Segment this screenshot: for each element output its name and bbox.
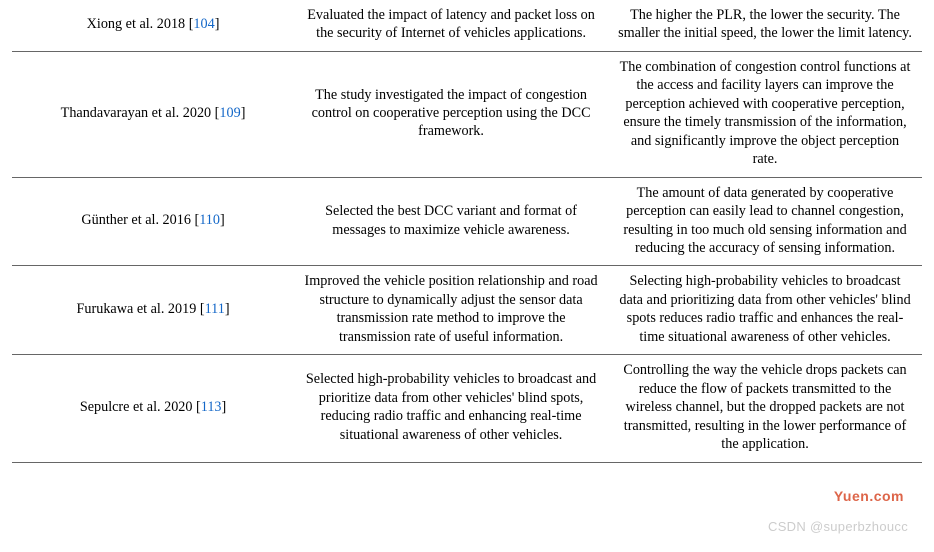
literature-table: Xiong et al. 2018 [104] Evaluated the im… xyxy=(12,0,922,463)
finding-cell: The higher the PLR, the lower the securi… xyxy=(608,0,922,51)
method-cell: Improved the vehicle position relationsh… xyxy=(294,266,608,355)
method-cell: Selected the best DCC variant and format… xyxy=(294,177,608,266)
ref-text: Xiong et al. 2018 [ xyxy=(87,16,194,32)
ref-link[interactable]: 104 xyxy=(193,16,214,32)
ref-text: Thandavarayan et al. 2020 [ xyxy=(61,105,220,121)
ref-suffix: ] xyxy=(222,399,227,415)
ref-link[interactable]: 113 xyxy=(201,399,222,415)
finding-cell: The amount of data generated by cooperat… xyxy=(608,177,922,266)
table-row: Xiong et al. 2018 [104] Evaluated the im… xyxy=(12,0,922,51)
method-cell: Selected high-probability vehicles to br… xyxy=(294,355,608,462)
table-row: Furukawa et al. 2019 [111] Improved the … xyxy=(12,266,922,355)
ref-cell: Sepulcre et al. 2020 [113] xyxy=(12,355,294,462)
ref-text: Sepulcre et al. 2020 [ xyxy=(80,399,201,415)
ref-link[interactable]: 109 xyxy=(219,105,240,121)
ref-suffix: ] xyxy=(215,16,220,32)
finding-cell: Controlling the way the vehicle drops pa… xyxy=(608,355,922,462)
ref-suffix: ] xyxy=(241,105,246,121)
ref-cell: Günther et al. 2016 [110] xyxy=(12,177,294,266)
method-cell: The study investigated the impact of con… xyxy=(294,51,608,177)
method-cell: Evaluated the impact of latency and pack… xyxy=(294,0,608,51)
ref-link[interactable]: 110 xyxy=(199,212,220,228)
ref-suffix: ] xyxy=(225,301,230,317)
ref-link[interactable]: 111 xyxy=(205,301,225,317)
page-root: Xiong et al. 2018 [104] Evaluated the im… xyxy=(0,0,934,552)
ref-text: Günther et al. 2016 [ xyxy=(81,212,199,228)
watermark-line-1: Yuen.com xyxy=(834,488,904,504)
ref-text: Furukawa et al. 2019 [ xyxy=(77,301,205,317)
table-body: Xiong et al. 2018 [104] Evaluated the im… xyxy=(12,0,922,462)
table-row: Thandavarayan et al. 2020 [109] The stud… xyxy=(12,51,922,177)
ref-suffix: ] xyxy=(220,212,225,228)
finding-cell: Selecting high-probability vehicles to b… xyxy=(608,266,922,355)
ref-cell: Thandavarayan et al. 2020 [109] xyxy=(12,51,294,177)
ref-cell: Furukawa et al. 2019 [111] xyxy=(12,266,294,355)
table-row: Günther et al. 2016 [110] Selected the b… xyxy=(12,177,922,266)
table-row: Sepulcre et al. 2020 [113] Selected high… xyxy=(12,355,922,462)
ref-cell: Xiong et al. 2018 [104] xyxy=(12,0,294,51)
watermark-line-2: CSDN @superbzhoucc xyxy=(768,519,908,534)
finding-cell: The combination of congestion control fu… xyxy=(608,51,922,177)
